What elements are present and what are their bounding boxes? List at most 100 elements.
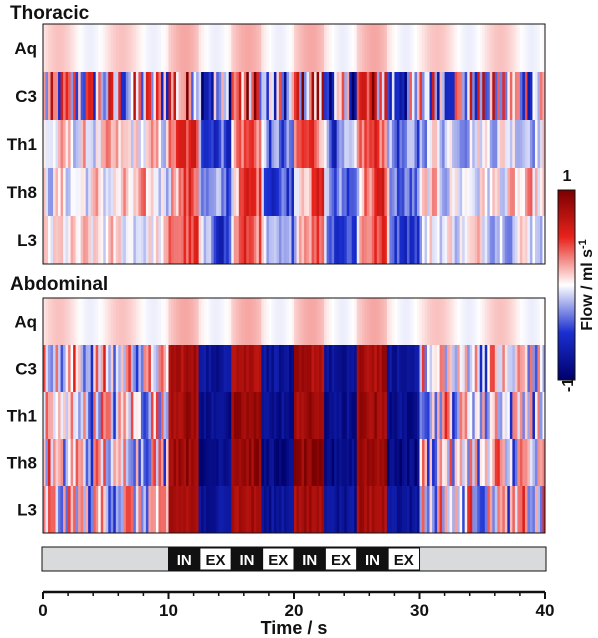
heatmap-cell (396, 72, 400, 120)
heatmap-cell (311, 24, 315, 72)
heatmap-cell (276, 439, 280, 486)
heatmap-cell (497, 120, 501, 168)
heatmap-cell (482, 345, 486, 392)
heatmap-cell (80, 439, 84, 486)
heatmap-cell (248, 392, 252, 439)
heatmap-cell (123, 439, 127, 486)
heatmap-cell (233, 486, 237, 533)
heatmap-cell (492, 216, 496, 264)
heatmap-cell (454, 168, 458, 216)
heatmap-cell (168, 72, 172, 120)
heatmap-cell (301, 120, 305, 168)
heatmap-cell (100, 486, 104, 533)
heatmap-cell (306, 168, 310, 216)
heatmap-cell (125, 72, 129, 120)
heatmap-cell (256, 298, 260, 345)
heatmap-cell (208, 439, 212, 486)
heatmap-cell (251, 439, 255, 486)
heatmap-cell (361, 392, 365, 439)
heatmap-cell (148, 168, 152, 216)
heatmap-cell (326, 120, 330, 168)
heatmap-cell (477, 120, 481, 168)
x-tick-label: 40 (536, 601, 555, 620)
heatmap-cell (150, 439, 154, 486)
heatmap-cell (256, 486, 260, 533)
heatmap-cell (494, 486, 498, 533)
heatmap-cell (534, 486, 538, 533)
heatmap-cell (113, 24, 117, 72)
heatmap-cell (329, 345, 333, 392)
heatmap-cell (324, 486, 328, 533)
heatmap-cell (299, 120, 302, 168)
heatmap-cell (128, 439, 132, 486)
heatmap-cell (125, 439, 129, 486)
heatmap-cell (296, 120, 300, 168)
heatmap-cell (434, 439, 438, 486)
heatmap-cell (401, 216, 405, 264)
heatmap-cell (326, 486, 330, 533)
heatmap-cell (449, 72, 453, 120)
heatmap-cell (218, 298, 222, 345)
heatmap-cell (539, 486, 543, 533)
heatmap-cell (55, 120, 59, 168)
heatmap-cell (359, 24, 363, 72)
heatmap-cell (50, 24, 54, 72)
heatmap-cell (193, 168, 197, 216)
heatmap-cell (115, 72, 119, 120)
heatmap-cell (43, 24, 46, 72)
heatmap-cell (266, 298, 270, 345)
heatmap-cell (78, 392, 82, 439)
heatmap-cell (331, 120, 335, 168)
heatmap-cell (176, 298, 179, 345)
heatmap-cell (226, 439, 230, 486)
heatmap-cell (442, 486, 445, 533)
heatmap-cell (311, 345, 315, 392)
heatmap-cell (542, 120, 546, 168)
heatmap-cell (401, 72, 405, 120)
heatmap-cell (489, 392, 493, 439)
heatmap-cell (88, 439, 92, 486)
heatmap-cell (281, 345, 285, 392)
heatmap-cell (50, 216, 54, 264)
heatmap-cell (216, 345, 220, 392)
heatmap-cell (467, 392, 471, 439)
heatmap-cell (482, 168, 486, 216)
heatmap-cell (186, 24, 189, 72)
heatmap-cell (324, 72, 328, 120)
heatmap-cell (301, 24, 305, 72)
heatmap-cell (246, 392, 250, 439)
heatmap-cell (399, 168, 403, 216)
heatmap-cell (477, 345, 481, 392)
colorbar-title: Flow / ml s-1 (577, 239, 596, 331)
heatmap-cell (532, 345, 536, 392)
heatmap-cell (299, 24, 302, 72)
heatmap-cell (216, 392, 220, 439)
heatmap-cell (294, 486, 297, 533)
heatmap-cell (411, 298, 415, 345)
heatmap-cell (258, 439, 262, 486)
heatmap-row-c3 (43, 345, 546, 392)
heatmap-cell (467, 345, 471, 392)
heatmap-cell (384, 345, 388, 392)
heatmap-cell (75, 24, 79, 72)
heatmap-cell (163, 24, 167, 72)
heatmap-cell (118, 120, 122, 168)
heatmap-cell (454, 24, 458, 72)
heatmap-cell (331, 72, 335, 120)
heatmap-cell (223, 216, 227, 264)
heatmap-cell (381, 439, 385, 486)
heatmap-cell (364, 216, 368, 264)
heatmap-cell (188, 216, 192, 264)
heatmap-cell (63, 345, 66, 392)
heatmap-cell (504, 216, 508, 264)
heatmap-cell (487, 345, 491, 392)
heatmap-cell (321, 72, 325, 120)
heatmap-cell (542, 345, 546, 392)
heatmap-cell (319, 72, 323, 120)
heatmap-cell (226, 120, 230, 168)
heatmap-cell (389, 486, 393, 533)
heatmap-cell (462, 216, 466, 264)
heatmap-cell (396, 24, 400, 72)
heatmap-cell (434, 168, 438, 216)
heatmap-cell (419, 24, 423, 72)
